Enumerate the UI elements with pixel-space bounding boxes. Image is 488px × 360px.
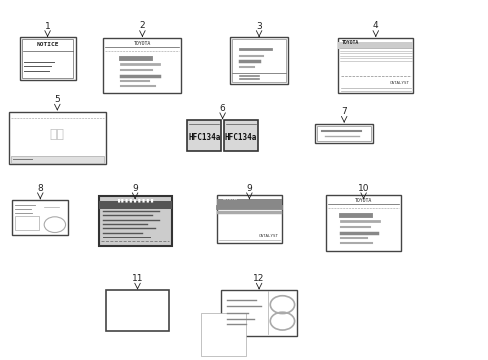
Bar — [99, 201, 171, 210]
Text: 3: 3 — [256, 22, 262, 31]
Text: 5: 5 — [54, 95, 60, 104]
Bar — [231, 39, 286, 82]
Text: TOYOTA: TOYOTA — [221, 198, 237, 202]
Bar — [317, 126, 370, 141]
Text: █ █ █ █ █ █ █ █ █: █ █ █ █ █ █ █ █ █ — [117, 199, 153, 203]
Bar — [187, 120, 221, 151]
Text: TOYOTA: TOYOTA — [354, 198, 371, 203]
Text: 9: 9 — [246, 184, 252, 193]
Text: 8: 8 — [38, 184, 43, 193]
Bar — [229, 37, 287, 84]
Bar — [9, 112, 106, 164]
Bar — [216, 199, 282, 207]
Text: 1: 1 — [44, 22, 50, 31]
Text: CATALYST: CATALYST — [389, 81, 409, 85]
Text: 12: 12 — [253, 274, 264, 283]
Bar — [337, 41, 413, 49]
Bar — [15, 216, 39, 230]
Text: 7: 7 — [341, 107, 346, 116]
Bar — [106, 290, 169, 331]
Text: 2: 2 — [139, 21, 145, 30]
Bar — [12, 200, 68, 235]
Text: 9: 9 — [132, 184, 138, 193]
Bar — [340, 65, 410, 87]
Text: TOYOTA: TOYOTA — [134, 41, 151, 46]
Text: 6: 6 — [219, 104, 225, 113]
Text: ✋🔧: ✋🔧 — [50, 128, 65, 141]
Text: TOYOTA: TOYOTA — [341, 40, 359, 45]
Bar — [103, 38, 181, 93]
Bar — [22, 39, 73, 78]
Bar — [325, 195, 401, 251]
Text: 4: 4 — [372, 21, 378, 30]
Text: HFC134a: HFC134a — [224, 132, 257, 141]
Bar — [224, 120, 257, 151]
Bar — [221, 290, 296, 336]
Bar — [314, 124, 372, 143]
Text: CATALYST: CATALYST — [258, 234, 278, 238]
Text: 11: 11 — [131, 274, 143, 283]
Text: HFC134a: HFC134a — [188, 132, 220, 141]
Bar — [337, 38, 413, 93]
Bar — [219, 220, 279, 242]
Bar — [201, 313, 245, 356]
Text: 10: 10 — [357, 184, 368, 193]
Bar — [216, 195, 282, 243]
Text: NOTICE: NOTICE — [36, 42, 59, 48]
Bar — [11, 156, 104, 163]
Bar — [20, 37, 75, 80]
Bar — [99, 196, 171, 246]
